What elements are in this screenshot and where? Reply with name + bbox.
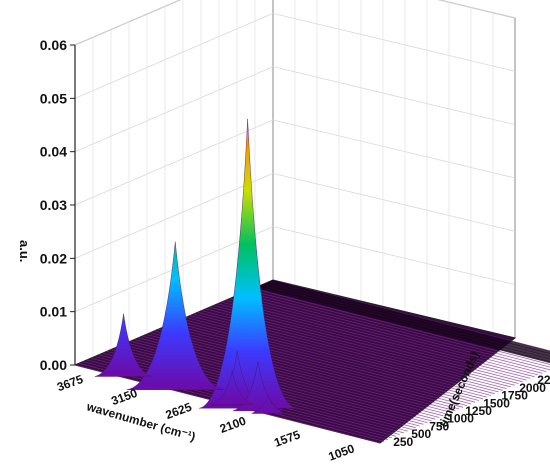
z-grid-line-left [74,12,274,99]
surface-ridge [245,291,550,371]
surface-ridge [221,301,527,381]
z-grid-line-left [74,172,274,259]
y-tick-label: 250 [393,435,413,449]
z-grid-line-right [272,12,516,72]
spectral-peak [94,313,153,377]
surface-ridge [241,293,547,372]
y-tick-label: 500 [411,427,431,441]
surface-ridge [225,300,531,379]
spectral-peak [251,395,286,414]
z-tick-label: 0.04 [40,144,67,160]
z-axis-label: a.u. [17,240,32,262]
spectral-peak [211,370,254,405]
z-tick-label: 0.05 [40,90,67,106]
z-tick-label: 0.01 [40,304,67,320]
surface-ridge [229,298,535,378]
x-tick-label: 3150 [109,386,139,408]
surface-ridge [233,296,539,376]
surface-ridge [217,303,523,383]
spectral-peak [199,118,297,409]
z-tick-label: 0.02 [40,250,67,266]
x-tick-label: 2100 [218,414,248,436]
y-tick-label: 1500 [483,396,510,410]
chart-walls [74,0,516,366]
z-grid-line-left [74,66,274,153]
x-tick-label: 1050 [326,441,356,463]
z-grid-line-left [74,0,181,46]
surface-ridge [249,289,550,368]
y-tick-label: 2000 [519,381,546,395]
y-tick-label: 1250 [465,404,492,418]
x-tick-label: 1575 [272,427,302,449]
surface-ridge [162,327,468,406]
z-grid-line-right [272,226,516,286]
surface-ridge [154,330,460,410]
surface-ridge [165,325,472,405]
z-grid-line-right [438,0,516,19]
surface-ridge [237,294,543,374]
z-grid-line-right [272,119,516,179]
surface-ridge [169,323,476,403]
surface-ridge [146,334,452,413]
surface-ridge [173,322,480,401]
y-tick-label: 2250 [537,373,550,387]
z-grid-line-right [272,172,516,232]
y-tick-label: 1000 [447,412,474,426]
y-tick-label: 1750 [501,389,528,403]
z-tick-label: 0.03 [40,197,67,213]
y-tick-label: 750 [429,419,449,433]
x-tick-label: 3675 [55,372,85,394]
surface-ridge [158,328,464,408]
surface-ridge [253,288,550,365]
surface-back-band [255,280,550,364]
z-grid-line-left [74,119,274,206]
surface-ridge [150,332,456,412]
x-tick-label: 2625 [164,400,194,422]
z-tick-label: 0.06 [40,37,67,53]
z-grid-line-right [272,66,516,126]
z-tick-label: 0.00 [40,357,67,373]
